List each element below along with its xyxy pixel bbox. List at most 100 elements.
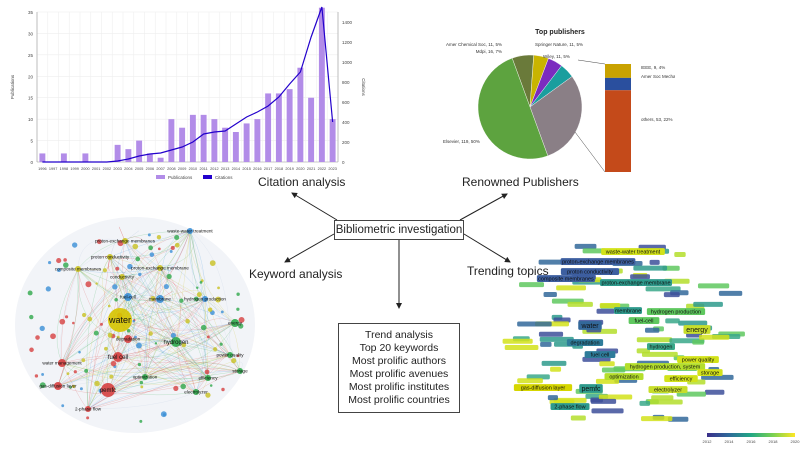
network-edge [124,240,236,324]
network-edge [106,296,129,391]
trend-node [624,363,706,371]
network-node-label: optimization [133,375,158,380]
trend-minor-label [704,389,725,395]
network-minor-node [207,307,213,312]
trend-node [614,307,642,315]
network-minor-node [238,323,244,329]
trend-minor-label [645,327,660,333]
network-minor-node [139,380,144,385]
bar-publications [308,97,315,162]
network-node [54,382,62,390]
color-scale-tick: 2020 [791,439,800,444]
network-node [187,228,193,234]
network-minor-node [169,250,173,253]
trend-minor-label [718,290,743,296]
keyword-analysis-label: Keyword analysis [249,267,343,281]
network-node-label: efficiency [198,376,218,381]
network-edge [124,240,209,379]
breakdown-label: IEEE, 9, 4% [641,65,665,70]
network-minor-node [39,382,46,389]
x-tick-label: 2008 [167,167,175,171]
network-edge [124,230,140,242]
network-node [124,335,132,343]
trend-minor-label [556,285,586,291]
network-minor-node [117,240,124,247]
network-edge [57,322,236,387]
network-node-label: membrane [149,297,171,302]
x-tick-label: 2000 [81,167,89,171]
trend-node-label: 2-phase flow [554,405,585,411]
trend-node [550,403,590,411]
network-node-label: 2-phase flow [75,407,102,412]
network-node [101,383,115,397]
trend-node [646,308,706,316]
bar-publications [329,119,336,162]
network-edge [61,362,209,385]
network-minor-node [132,243,139,250]
network-edge [61,267,161,364]
network-edge [107,298,206,391]
trend-minor-label [651,395,674,401]
network-minor-node [48,261,52,265]
color-scale-tick: 2016 [747,439,757,444]
trend-node [697,369,723,377]
network-edge [124,240,209,379]
network-edge [117,240,136,358]
network-edge [59,268,79,364]
network-edge [117,356,209,384]
network-minor-node [156,235,162,240]
network-edge [117,355,209,379]
trend-node [647,343,675,351]
network-edge [107,298,161,391]
trend-minor-label [699,334,730,340]
trend-minor-label [543,291,557,297]
network-edge [107,370,241,391]
network-edge [127,338,136,354]
network-edge [155,267,177,343]
arrow-to-trending [463,233,511,263]
network-edge [124,240,161,269]
trend-minor-label [678,320,708,326]
network-edge [121,276,231,356]
y2-tick-label: 600 [342,100,350,105]
network-edge [87,354,231,410]
network-edge [144,322,236,378]
breakdown-label: Amer Soc Mechanical Engineers, 8, 3% [641,74,675,79]
network-minor-node [81,312,87,318]
network-edge [61,230,191,364]
network-node-label: gas-diffusion layer [39,384,77,389]
network-edge [188,230,236,324]
network-edge [121,276,231,356]
network-edge [119,319,241,372]
network-edge [121,276,146,378]
network-edge [144,298,162,378]
trend-minor-label [674,251,686,257]
network-minor-node [132,319,135,323]
network-minor-node [204,369,210,375]
network-edge [127,230,191,298]
trend-minor-label [538,331,564,337]
x-tick-label: 2002 [103,167,111,171]
network-edge [61,296,129,364]
network-edge [127,267,161,340]
network-edge [124,230,191,243]
network-edge [109,256,146,378]
network-edge [109,230,191,258]
trend-node [648,386,688,394]
y-tick-label: 30 [28,31,34,36]
trend-minor-label [697,283,730,289]
trend-minor-label [663,292,680,298]
network-edge [159,264,206,300]
network-node [193,389,199,395]
network-minor-node [147,233,151,237]
arrow-to-publishers [459,193,508,221]
network-edge [87,338,129,410]
network-minor-node [174,234,180,240]
network-edge [87,354,231,410]
network-minor-node [181,342,187,348]
network-minor-node [57,268,61,272]
network-edge [127,296,150,378]
network-minor-node [213,347,218,352]
